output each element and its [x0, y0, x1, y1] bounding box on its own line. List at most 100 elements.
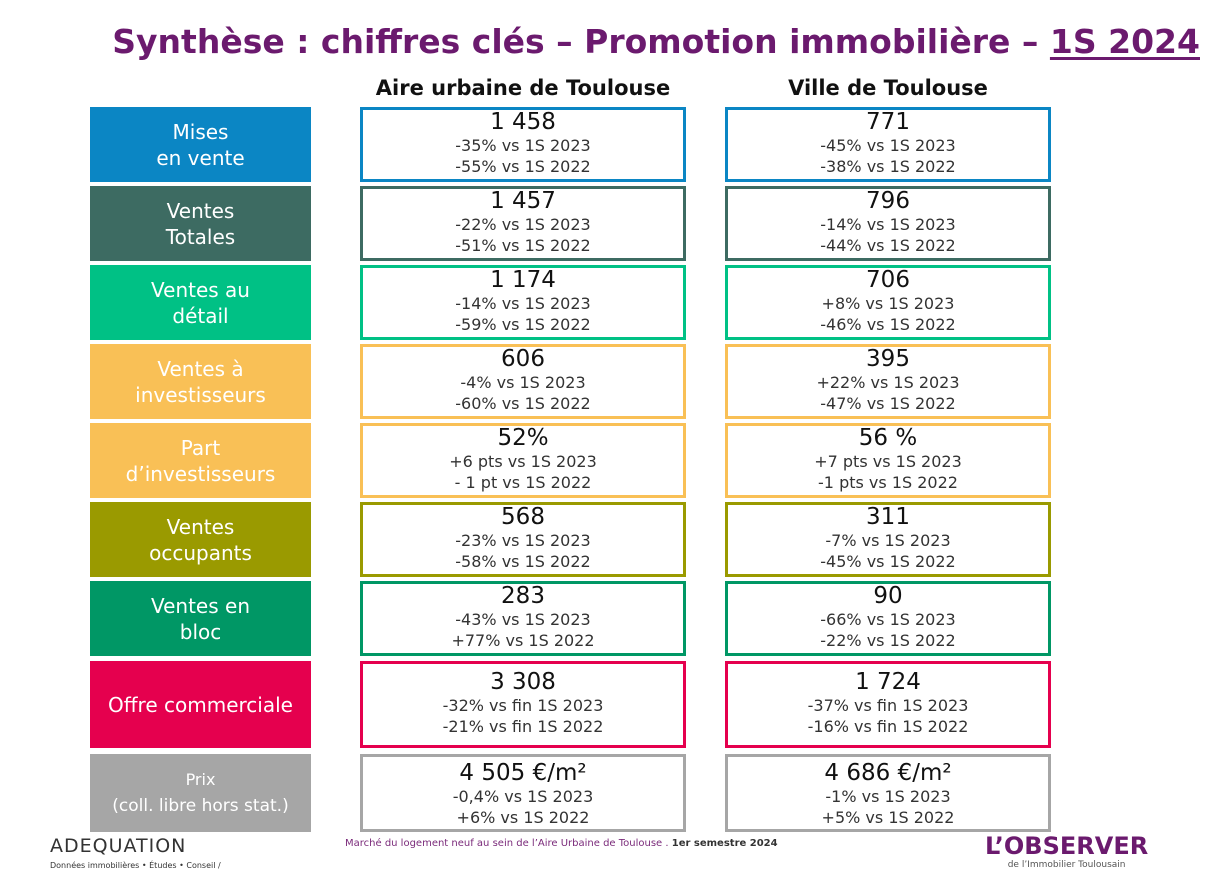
- row-label-line1: Ventes à: [157, 356, 244, 381]
- figure-value: 4 686 €/m²: [824, 760, 952, 786]
- figure-box-left: 3 308 -32% vs fin 1S 2023 -21% vs fin 1S 2…: [360, 661, 686, 748]
- figure-value: 1 458: [490, 109, 556, 135]
- adequation-logo-name: ADEQUATION: [50, 835, 187, 857]
- figure-value: 1 724: [855, 669, 921, 695]
- row-label-line2: détail: [172, 303, 229, 328]
- row-label-line2: investisseurs: [135, 382, 266, 407]
- figure-value: 606: [501, 346, 545, 372]
- figure-box-right: 56 % +7 pts vs 1S 2023 -1 pts vs 1S 2022: [725, 423, 1051, 498]
- figure-change-vs-2022: -47% vs 1S 2022: [820, 394, 956, 413]
- figure-change-vs-2023: -45% vs 1S 2023: [820, 136, 956, 155]
- page-title: Synthèse : chiffres clés – Promotion imm…: [0, 22, 1220, 61]
- figure-change-vs-2023: -23% vs 1S 2023: [455, 531, 591, 550]
- figure-change-vs-2022: - 1 pt vs 1S 2022: [454, 473, 592, 492]
- figure-change-vs-2022: -45% vs 1S 2022: [820, 552, 956, 571]
- figure-change-vs-2023: -7% vs 1S 2023: [825, 531, 951, 550]
- figure-value: 52%: [497, 425, 549, 451]
- observer-logo: L’OBSERVER de l’Immobilier Toulousain: [985, 832, 1148, 870]
- observer-logo-tagline: de l’Immobilier Toulousain: [1007, 860, 1126, 870]
- row-label-5: Ventes occupants: [90, 502, 311, 577]
- figure-change-vs-2023: -14% vs 1S 2023: [455, 294, 591, 313]
- figure-value: 395: [866, 346, 910, 372]
- figure-value: 1 457: [490, 188, 556, 214]
- figure-change-vs-2023: -35% vs 1S 2023: [455, 136, 591, 155]
- figure-box-right: 706 +8% vs 1S 2023 -46% vs 1S 2022: [725, 265, 1051, 340]
- row-label-line1: Ventes: [166, 198, 235, 223]
- figure-change-vs-2022: -22% vs 1S 2022: [820, 631, 956, 650]
- figure-value: 283: [501, 583, 545, 609]
- row-label-3: Ventes à investisseurs: [90, 344, 311, 419]
- figure-change-vs-2022: -1 pts vs 1S 2022: [818, 473, 958, 492]
- row-label-0: Mises en vente: [90, 107, 311, 182]
- row-label-line1: Offre commerciale: [108, 692, 293, 717]
- title-period: 1S 2024: [1049, 22, 1200, 61]
- figure-box-right: 395 +22% vs 1S 2023 -47% vs 1S 2022: [725, 344, 1051, 419]
- figure-change-vs-2023: -1% vs 1S 2023: [825, 787, 951, 806]
- observer-logo-name: L’OBSERVER: [985, 832, 1149, 860]
- figure-box-left: 1 174 -14% vs 1S 2023 -59% vs 1S 2022: [360, 265, 686, 340]
- figure-value: 1 174: [490, 267, 556, 293]
- figure-change-vs-2022: -55% vs 1S 2022: [455, 157, 591, 176]
- row-label-line2: occupants: [149, 540, 252, 565]
- figure-value: 796: [866, 188, 910, 214]
- figure-change-vs-2023: -0,4% vs 1S 2023: [452, 787, 594, 806]
- title-main: Synthèse : chiffres clés – Promotion imm…: [112, 22, 1050, 61]
- figure-change-vs-2023: +7 pts vs 1S 2023: [814, 452, 962, 471]
- figure-change-vs-2022: -60% vs 1S 2022: [455, 394, 591, 413]
- row-label-line2: Totales: [165, 224, 236, 249]
- adequation-logo-tagline: Données immobilières • Études • Conseil …: [50, 861, 221, 870]
- figure-value: 568: [501, 504, 545, 530]
- figure-change-vs-2022: -44% vs 1S 2022: [820, 236, 956, 255]
- figure-box-right: 1 724 -37% vs fin 1S 2023 -16% vs fin 1S 2…: [725, 661, 1051, 748]
- row-label-line2: en vente: [156, 145, 245, 170]
- figure-value: 4 505 €/m²: [459, 760, 587, 786]
- figure-value: 706: [866, 267, 910, 293]
- figure-change-vs-2023: -22% vs 1S 2023: [455, 215, 591, 234]
- figure-change-vs-2023: +6 pts vs 1S 2023: [449, 452, 597, 471]
- row-label-7: Offre commerciale: [90, 661, 311, 748]
- figure-box-right: 4 686 €/m² -1% vs 1S 2023 +5% vs 1S 2022: [725, 754, 1051, 832]
- row-label-4: Part d’investisseurs: [90, 423, 311, 498]
- figure-value: 3 308: [490, 669, 556, 695]
- figure-change-vs-2022: +5% vs 1S 2022: [821, 808, 955, 827]
- figure-value: 56 %: [858, 425, 918, 451]
- row-label-line1: Prix: [185, 770, 216, 789]
- row-label-line2: bloc: [179, 619, 222, 644]
- figure-change-vs-2023: -37% vs fin 1S 2023: [807, 696, 969, 715]
- row-label-line1: Mises: [172, 119, 229, 144]
- footer-note-text: Marché du logement neuf au sein de l’Air…: [345, 838, 672, 849]
- figure-value: 771: [866, 109, 910, 135]
- figure-change-vs-2022: -51% vs 1S 2022: [455, 236, 591, 255]
- figure-change-vs-2022: +6% vs 1S 2022: [456, 808, 590, 827]
- figure-change-vs-2022: -16% vs fin 1S 2022: [807, 717, 969, 736]
- column-header-ville: Ville de Toulouse: [788, 76, 988, 100]
- row-label-line1: Part: [180, 435, 221, 460]
- figure-change-vs-2023: -43% vs 1S 2023: [455, 610, 591, 629]
- row-label-8: Prix (coll. libre hors stat.): [90, 754, 311, 832]
- figure-box-right: 90 -66% vs 1S 2023 -22% vs 1S 2022: [725, 581, 1051, 656]
- figure-change-vs-2023: -66% vs 1S 2023: [820, 610, 956, 629]
- figure-change-vs-2022: -38% vs 1S 2022: [820, 157, 956, 176]
- row-label-line1: Ventes au: [151, 277, 250, 302]
- figure-change-vs-2023: -32% vs fin 1S 2023: [442, 696, 604, 715]
- figure-box-left: 606 -4% vs 1S 2023 -60% vs 1S 2022: [360, 344, 686, 419]
- figure-box-left: 1 458 -35% vs 1S 2023 -55% vs 1S 2022: [360, 107, 686, 182]
- figure-box-left: 283 -43% vs 1S 2023 +77% vs 1S 2022: [360, 581, 686, 656]
- row-label-line1: Ventes: [166, 514, 235, 539]
- row-label-line2: (coll. libre hors stat.): [112, 796, 289, 816]
- row-label-line2: d’investisseurs: [125, 461, 276, 486]
- figure-change-vs-2022: -46% vs 1S 2022: [820, 315, 956, 334]
- figure-value: 90: [873, 583, 903, 609]
- figure-box-right: 771 -45% vs 1S 2023 -38% vs 1S 2022: [725, 107, 1051, 182]
- figure-change-vs-2023: +22% vs 1S 2023: [816, 373, 960, 392]
- figure-box-left: 4 505 €/m² -0,4% vs 1S 2023 +6% vs 1S 2022: [360, 754, 686, 832]
- column-header-aire-urbaine: Aire urbaine de Toulouse: [375, 76, 671, 100]
- figure-change-vs-2023: -14% vs 1S 2023: [820, 215, 956, 234]
- row-label-6: Ventes en bloc: [90, 581, 311, 656]
- figure-box-right: 796 -14% vs 1S 2023 -44% vs 1S 2022: [725, 186, 1051, 261]
- figure-value: 311: [866, 504, 910, 530]
- figure-change-vs-2023: +8% vs 1S 2023: [821, 294, 955, 313]
- figure-change-vs-2022: +77% vs 1S 2022: [451, 631, 595, 650]
- figure-change-vs-2022: -58% vs 1S 2022: [455, 552, 591, 571]
- row-label-line1: Ventes en: [150, 593, 250, 618]
